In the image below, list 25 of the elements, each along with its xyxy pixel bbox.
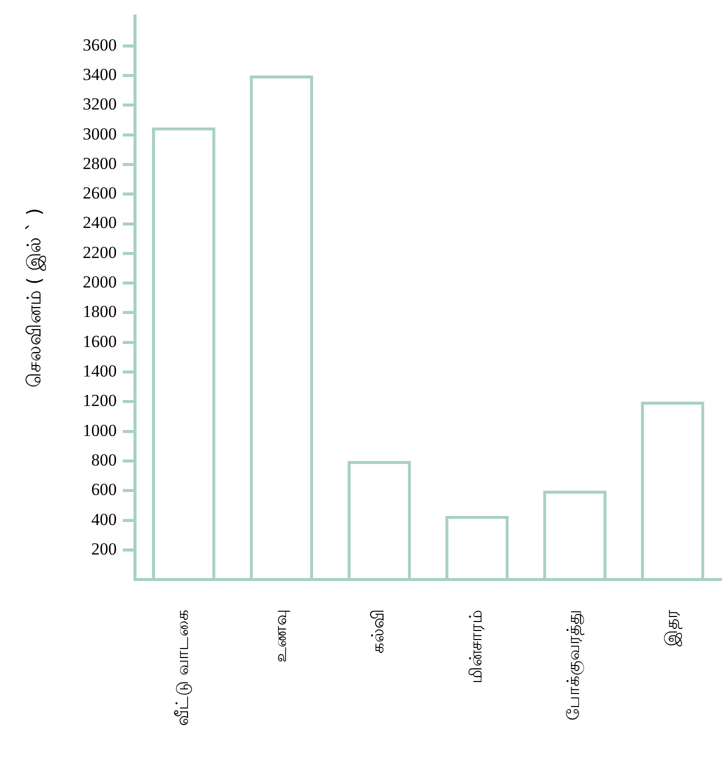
y-tick-label: 3200 bbox=[82, 94, 117, 114]
y-tick-label: 1400 bbox=[82, 362, 117, 380]
y-tick-label: 400 bbox=[91, 510, 117, 529]
y-tick-label: 3000 bbox=[82, 124, 117, 144]
y-tick-label: 3400 bbox=[82, 64, 117, 84]
y-tick-label: 2000 bbox=[82, 272, 117, 292]
x-tick-label: உணவு bbox=[270, 610, 291, 663]
y-tick-label: 2600 bbox=[82, 184, 117, 203]
x-tick-label: இதர bbox=[662, 610, 682, 647]
y-tick-label: 1800 bbox=[82, 302, 117, 322]
y-tick-label: 2200 bbox=[82, 242, 117, 262]
y-tick-label: 1200 bbox=[82, 391, 117, 410]
x-tick-label: கல்வி bbox=[368, 610, 389, 654]
y-axis-title: செலவினம் ( இல் ` ) bbox=[23, 208, 46, 388]
y-tick-label: 200 bbox=[91, 539, 117, 558]
y-tick-label: 3600 bbox=[82, 35, 117, 54]
y-tick-label: 600 bbox=[91, 480, 117, 500]
y-tick-label: 800 bbox=[91, 450, 117, 470]
x-tick-label: போக்குவரத்து bbox=[564, 610, 584, 721]
y-tick-label: 2800 bbox=[82, 154, 117, 173]
x-tick-label: வீட்டு வாடகை bbox=[173, 610, 194, 726]
x-tick-label: மின்சாரம் bbox=[466, 610, 486, 684]
y-tick-label: 2400 bbox=[82, 213, 117, 232]
y-tick-label: 1600 bbox=[82, 332, 117, 351]
y-tick-label: 1000 bbox=[82, 420, 117, 440]
